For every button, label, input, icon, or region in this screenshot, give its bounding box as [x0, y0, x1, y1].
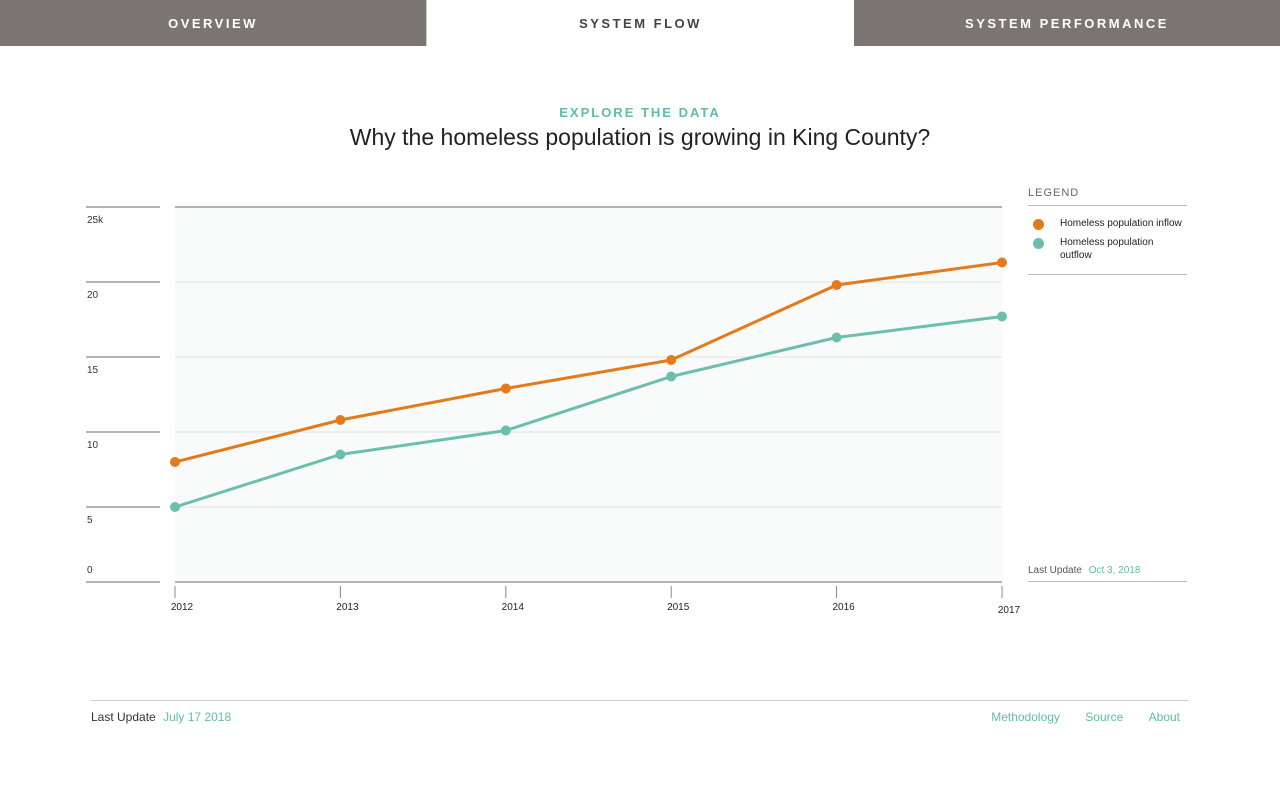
data-point — [500, 425, 511, 436]
x-tick-label: 2016 — [832, 602, 855, 613]
x-tick-label: 2015 — [667, 602, 690, 613]
orange-dot-icon — [1033, 219, 1044, 230]
x-tick-label: 2017 — [998, 605, 1021, 616]
y-tick-label: 0 — [87, 565, 93, 576]
chart-last-update: Last Update Oct 3, 2018 — [1028, 565, 1187, 582]
x-tick-label: 2013 — [336, 602, 359, 613]
legend-item-outflow: Homeless population outflow — [1028, 236, 1187, 262]
tab-overview[interactable]: OVERVIEW — [0, 0, 426, 46]
y-tick-label: 20 — [87, 290, 99, 301]
methodology-link[interactable]: Methodology — [991, 710, 1060, 724]
footer: Last Update July 17 2018 Methodology Sou… — [91, 700, 1188, 724]
data-point — [666, 371, 677, 382]
tab-bar: OVERVIEW SYSTEM FLOW SYSTEM PERFORMANCE — [0, 0, 1280, 46]
plot-background — [175, 207, 1002, 582]
data-point — [170, 457, 180, 467]
legend-title: LEGEND — [1028, 187, 1187, 206]
series-line-outflow — [174, 315, 1003, 509]
footer-update-value: July 17 2018 — [163, 710, 232, 724]
data-point — [831, 280, 842, 290]
x-tick-label: 2012 — [171, 602, 194, 613]
data-point — [831, 332, 842, 343]
y-tick-label: 25k — [87, 215, 104, 226]
data-point — [500, 383, 511, 394]
page-title: Why the homeless population is growing i… — [349, 124, 931, 150]
x-tick-label: 2014 — [502, 602, 525, 613]
chart-update-label: Last Update — [1028, 565, 1082, 576]
series-line-inflow — [174, 261, 1003, 464]
y-tick-label: 10 — [87, 440, 99, 451]
teal-dot-icon — [1033, 238, 1044, 249]
footer-update-label: Last Update — [91, 710, 156, 724]
legend-label: Homeless population outflow — [1060, 237, 1154, 261]
legend-item-inflow: Homeless population inflow — [1028, 217, 1187, 230]
legend: LEGEND Homeless population inflow Homele… — [1028, 187, 1187, 275]
tab-system-performance[interactable]: SYSTEM PERFORMANCE — [854, 0, 1280, 46]
data-point — [666, 355, 677, 365]
chart-update-value: Oct 3, 2018 — [1088, 565, 1141, 576]
data-point — [997, 257, 1007, 268]
about-link[interactable]: About — [1148, 710, 1180, 724]
data-point — [335, 415, 346, 425]
legend-label: Homeless population inflow — [1060, 218, 1182, 229]
section-kicker: EXPLORE THE DATA — [559, 105, 721, 120]
data-point — [997, 311, 1007, 322]
data-point — [170, 502, 180, 512]
source-link[interactable]: Source — [1085, 710, 1124, 724]
y-tick-label: 5 — [87, 515, 93, 526]
y-tick-label: 15 — [87, 365, 99, 376]
data-point — [335, 449, 346, 460]
tab-system-flow[interactable]: SYSTEM FLOW — [426, 0, 854, 46]
